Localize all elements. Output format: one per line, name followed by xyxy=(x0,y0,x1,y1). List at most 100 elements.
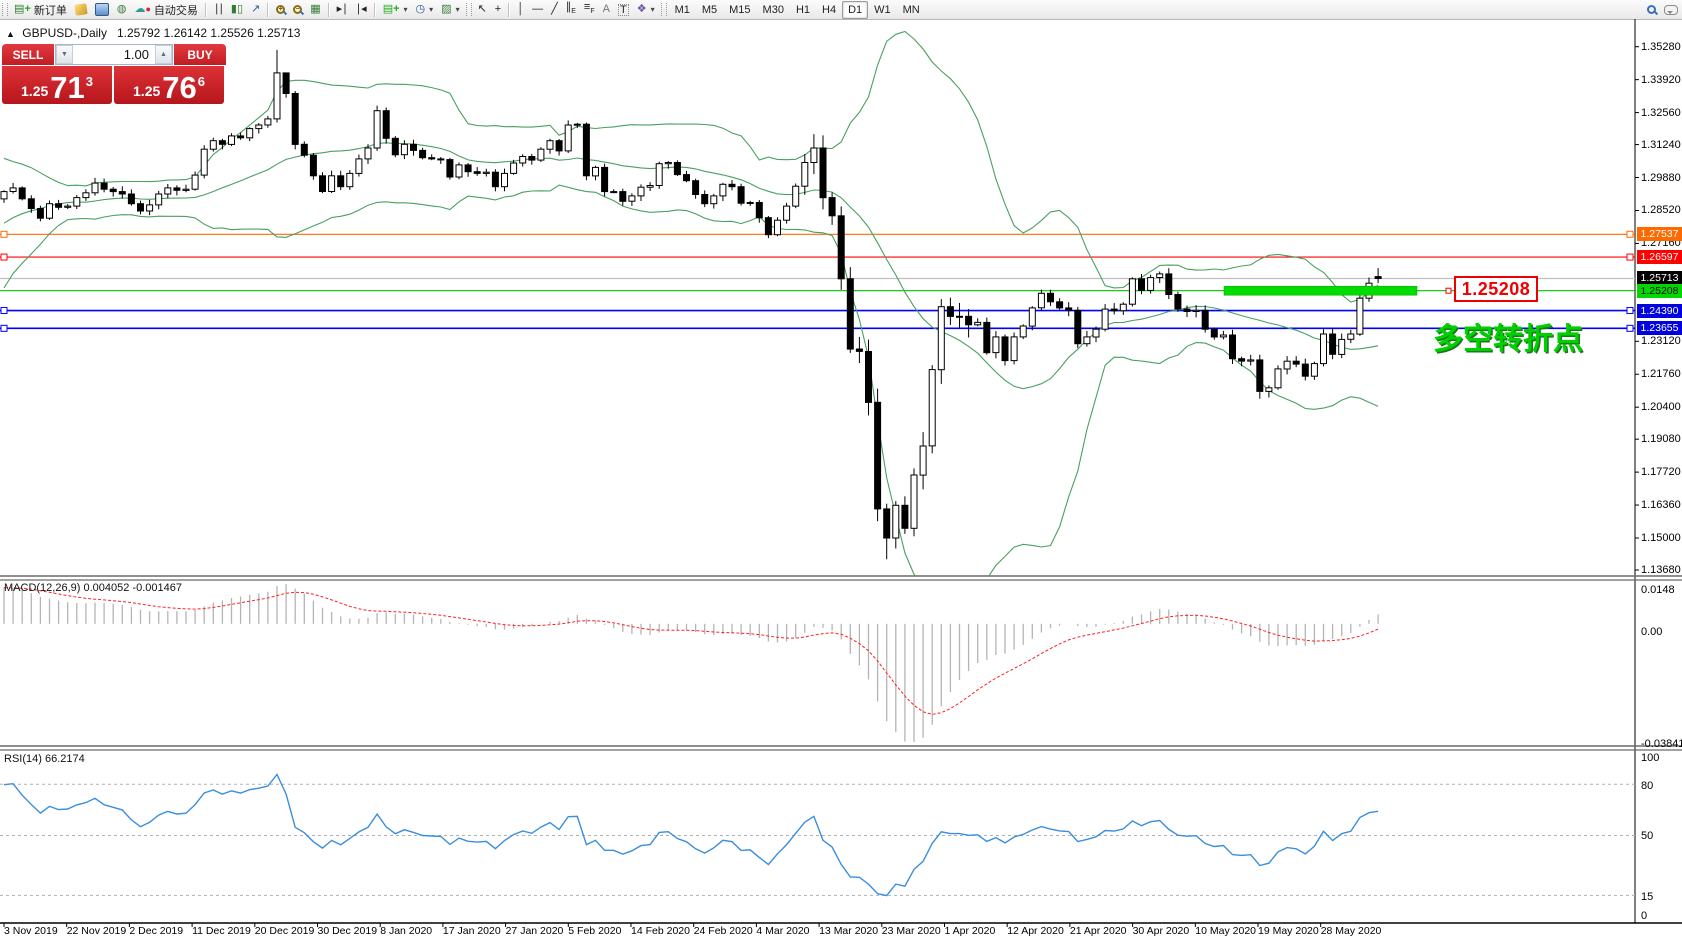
bar-chart-icon: ∣∣ xyxy=(213,3,224,15)
periods-button[interactable]: ◷ ▾ xyxy=(412,1,438,18)
toolbar-separator xyxy=(508,2,511,17)
date-label: 22 Nov 2019 xyxy=(66,925,127,937)
timeframe-mn[interactable]: MN xyxy=(902,3,920,16)
date-label: 10 May 2020 xyxy=(1195,925,1257,937)
timeframe-d1[interactable]: D1 xyxy=(842,0,869,19)
toolbar-separator xyxy=(267,2,270,17)
cursor-button[interactable]: ↖ xyxy=(474,1,491,18)
symbol-period-label: GBPUSD-,Daily xyxy=(22,26,107,40)
equidistant-channel-icon: ∥E xyxy=(565,0,576,16)
candle-chart-button[interactable]: ▮▯ xyxy=(227,1,247,18)
autotrading-button[interactable]: ☁● 自动交易 xyxy=(130,1,201,18)
auto-scroll-icon: ▸∣ xyxy=(336,3,348,15)
date-label: 27 Jan 2020 xyxy=(505,925,564,937)
toolbar-separator xyxy=(327,2,330,17)
tile-windows-button[interactable]: ▦ xyxy=(306,1,324,18)
indicators-button[interactable]: ▤+ ▾ xyxy=(379,1,412,18)
macd-axis-tick: -0.038415 xyxy=(1641,738,1682,750)
price-badge: 1.25713 xyxy=(1637,271,1682,286)
date-label: 12 Apr 2020 xyxy=(1007,925,1064,937)
volume-value[interactable]: 1.00 xyxy=(123,47,149,62)
price-badge: 1.27537 xyxy=(1637,227,1682,242)
horizontal-line-icon: — xyxy=(532,3,544,15)
date-label: 30 Apr 2020 xyxy=(1132,925,1190,937)
rsi-axis-tick: 15 xyxy=(1641,891,1654,903)
toolbar-grip[interactable] xyxy=(660,3,667,16)
toolbar-grip[interactable] xyxy=(2,3,8,16)
timeframe-m5[interactable]: M5 xyxy=(701,3,718,16)
rsi-axis-tick: 100 xyxy=(1641,752,1660,764)
cn-annotation-text[interactable]: 多空转折点 xyxy=(1433,322,1583,357)
price-tick: 1.31240 xyxy=(1641,138,1681,151)
price-tick: 1.28520 xyxy=(1641,204,1681,217)
timeframe-h4[interactable]: H4 xyxy=(822,3,837,16)
price-tick: 1.33920 xyxy=(1641,73,1681,86)
price-tick: 1.21760 xyxy=(1641,368,1681,381)
fibonacci-button[interactable]: ≡F xyxy=(580,1,599,18)
text-label-icon: T xyxy=(617,3,629,16)
vline-button[interactable]: │ xyxy=(513,1,528,18)
search-button[interactable] xyxy=(1643,1,1660,18)
buy-price-big: 76 xyxy=(162,70,197,105)
timeframe-bar: M1 M5 M15 M30 H1 H4 D1 W1 MN xyxy=(669,0,926,19)
market-watch-button[interactable] xyxy=(91,1,113,18)
price-annotation-label[interactable]: 1.25208 xyxy=(1454,276,1538,302)
toolbar-grip[interactable] xyxy=(465,3,472,16)
price-badge: 1.25208 xyxy=(1637,283,1682,298)
chart-shift-icon: ∣◂ xyxy=(355,3,367,15)
one-click-trading-panel: SELL ▼ 1.00 ▲ BUY 1.25 71 3 1.25 76 6 xyxy=(2,44,226,104)
crosshair-icon: + xyxy=(494,3,502,15)
chat-icon xyxy=(1664,4,1678,15)
crosshair-button[interactable]: + xyxy=(491,1,505,18)
hline-button[interactable]: — xyxy=(528,1,547,18)
date-label: 8 Jan 2020 xyxy=(380,925,433,937)
price-tick: 1.32560 xyxy=(1641,106,1681,119)
ohlc-values: 1.25792 1.26142 1.25526 1.25713 xyxy=(116,26,301,40)
trendline-icon: ╱ xyxy=(551,3,558,15)
auto-scroll-button[interactable]: ▸∣ xyxy=(333,1,352,18)
rsi-label: RSI(14) 66.2174 xyxy=(4,753,85,765)
text-label-button[interactable]: T xyxy=(614,1,633,18)
market-watch-icon xyxy=(94,3,109,16)
date-label: 24 Feb 2020 xyxy=(693,925,753,937)
price-tick: 1.35280 xyxy=(1641,40,1681,53)
new-order-button[interactable]: ▤+ 新订单 xyxy=(10,1,71,18)
sell-price-box[interactable]: 1.25 71 3 xyxy=(2,66,112,104)
price-badge: 1.23655 xyxy=(1637,321,1682,336)
buy-price-sup: 6 xyxy=(197,74,205,89)
zoom-out-button[interactable]: − xyxy=(289,1,306,18)
line-chart-button[interactable]: ↗ xyxy=(247,1,264,18)
signals-button[interactable]: ◍ xyxy=(113,1,131,18)
price-badge: 1.26597 xyxy=(1637,250,1682,265)
timeframe-h1[interactable]: H1 xyxy=(795,3,811,16)
sell-button[interactable]: SELL xyxy=(2,44,54,65)
collapse-triangle-icon[interactable]: ▲ xyxy=(6,29,15,39)
date-label: 30 Dec 2019 xyxy=(317,925,378,937)
arrows-button[interactable]: ❖ ▾ xyxy=(633,1,659,18)
templates-button[interactable]: ▨ ▾ xyxy=(437,1,463,18)
channel-button[interactable]: ∥E xyxy=(562,1,580,18)
timeframe-m1[interactable]: M1 xyxy=(674,3,690,16)
line-chart-icon: ↗ xyxy=(251,3,261,15)
price-tick: 1.19080 xyxy=(1641,433,1681,446)
date-label: 1 Apr 2020 xyxy=(944,925,996,937)
price-tick: 1.13680 xyxy=(1641,563,1681,576)
trendline-button[interactable]: ╱ xyxy=(547,1,562,18)
buy-button[interactable]: BUY xyxy=(174,44,226,65)
shapes-icon: ❖ xyxy=(636,3,647,15)
chart-shift-button[interactable]: ∣◂ xyxy=(352,1,371,18)
volume-increase-button[interactable]: ▲ xyxy=(155,45,172,64)
date-label: 20 Dec 2019 xyxy=(254,925,315,937)
zoom-in-button[interactable]: + xyxy=(272,1,289,18)
buy-price-box[interactable]: 1.25 76 6 xyxy=(114,66,224,104)
date-label: 14 Feb 2020 xyxy=(631,925,690,937)
date-label: 28 May 2020 xyxy=(1320,925,1382,937)
timeframe-w1[interactable]: W1 xyxy=(874,3,891,16)
volume-decrease-button[interactable]: ▼ xyxy=(56,45,73,64)
timeframe-m30[interactable]: M30 xyxy=(762,3,784,16)
timeframe-m15[interactable]: M15 xyxy=(729,3,751,16)
text-button[interactable]: A xyxy=(599,1,614,18)
bar-chart-button[interactable]: ∣∣ xyxy=(210,1,227,18)
chat-button[interactable] xyxy=(1660,1,1682,18)
